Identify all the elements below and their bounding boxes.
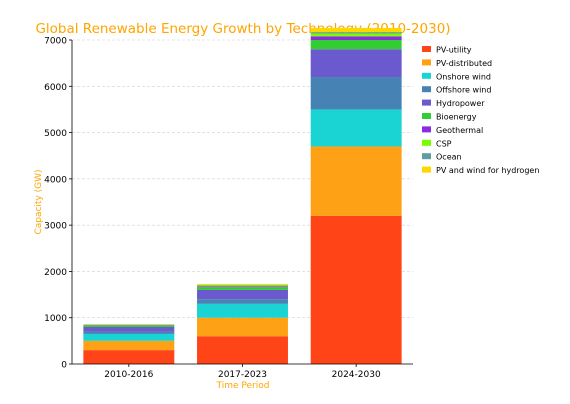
y-axis-label: Capacity (GW) — [34, 169, 44, 234]
legend-swatch — [422, 140, 431, 146]
bar-segment — [83, 334, 174, 341]
legend-label: Onshore wind — [436, 72, 491, 81]
bar-segment — [197, 286, 288, 287]
bar-segment — [311, 77, 402, 109]
y-tick-label: 2000 — [44, 268, 67, 278]
bar-segment — [311, 216, 402, 364]
x-tick-label: 2010-2016 — [104, 370, 153, 380]
bar-segment — [311, 146, 402, 215]
y-tick-label: 5000 — [44, 129, 67, 139]
x-axis-label: Time Period — [216, 381, 270, 391]
bars — [83, 28, 401, 364]
legend-label: PV-utility — [436, 46, 472, 55]
bar-segment — [311, 28, 402, 32]
legend: PV-utility PV-distributed Onshore wind Offs… — [422, 46, 539, 176]
bar-segment — [83, 326, 174, 327]
bar-segment — [197, 285, 288, 286]
legend-swatch — [422, 113, 431, 119]
bar-segment — [311, 36, 402, 40]
legend-label: Geothermal — [436, 126, 483, 135]
bar-segment — [311, 40, 402, 49]
legend-label: Offshore wind — [436, 86, 491, 95]
x-ticks: 2010-2016 2017-2023 2024-2030 — [104, 364, 381, 380]
bar-segment — [197, 318, 288, 337]
legend-swatch — [422, 167, 431, 173]
y-tick-label: 6000 — [44, 83, 67, 93]
bar-segment — [83, 332, 174, 334]
x-tick-label: 2024-2030 — [332, 370, 381, 380]
legend-swatch — [422, 59, 431, 65]
y-tick-label: 4000 — [44, 175, 67, 185]
bar-segment — [311, 34, 402, 37]
bar-segment — [311, 32, 402, 33]
legend-label: CSP — [436, 139, 452, 148]
y-tick-label: 1000 — [44, 314, 67, 324]
bar-segment — [83, 341, 174, 350]
bar-segment — [311, 109, 402, 146]
legend-label: PV-distributed — [436, 59, 492, 68]
bar-segment — [197, 299, 288, 304]
legend-label: Ocean — [436, 153, 462, 162]
bar-segment — [311, 49, 402, 77]
y-tick-label: 3000 — [44, 222, 67, 232]
bar-segment — [197, 284, 288, 285]
legend-swatch — [422, 153, 431, 159]
legend-swatch — [422, 86, 431, 92]
bar-segment — [83, 327, 174, 332]
bar-segment — [197, 287, 288, 290]
bar-segment — [197, 290, 288, 299]
legend-label: PV and wind for hydrogen — [436, 166, 539, 175]
legend-swatch — [422, 73, 431, 79]
bar-segment — [197, 304, 288, 318]
legend-swatch — [422, 100, 431, 106]
bar-segment — [197, 336, 288, 364]
legend-swatch — [422, 126, 431, 132]
legend-swatch — [422, 46, 431, 52]
legend-label: Hydropower — [436, 99, 485, 108]
y-tick-label: 0 — [61, 361, 67, 371]
y-ticks: 0 1000 2000 3000 4000 5000 6000 7000 — [44, 37, 72, 371]
y-tick-label: 7000 — [44, 37, 67, 47]
bar-segment — [83, 350, 174, 364]
legend-label: Bioenergy — [436, 113, 477, 122]
x-tick-label: 2017-2023 — [218, 370, 267, 380]
